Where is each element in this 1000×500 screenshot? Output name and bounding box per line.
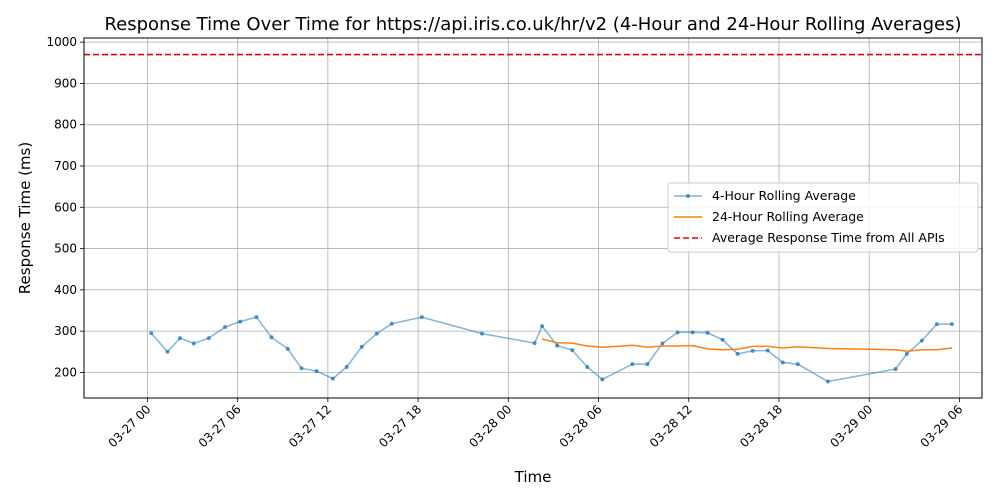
y-tick-label: 800	[54, 118, 77, 132]
x-axis-title: Time	[514, 468, 552, 486]
data-point-4h	[949, 322, 954, 327]
data-point-4h	[191, 341, 196, 346]
series-lines	[149, 315, 954, 384]
x-tick-label: 03-27 12	[286, 402, 334, 450]
data-point-4h	[585, 365, 590, 370]
data-point-4h	[479, 331, 484, 336]
data-point-4h	[269, 335, 274, 340]
x-tick-label: 03-28 00	[466, 402, 514, 450]
data-point-4h	[660, 341, 665, 346]
data-point-4h	[344, 365, 349, 370]
data-point-4h	[934, 322, 939, 327]
x-tick-label: 03-27 06	[196, 402, 244, 450]
legend-label: Average Response Time from All APIs	[712, 230, 945, 245]
data-point-4h	[149, 331, 154, 336]
x-tick-label: 03-28 18	[737, 402, 785, 450]
data-point-4h	[374, 331, 379, 336]
data-point-4h	[299, 366, 304, 371]
data-point-4h	[206, 336, 211, 341]
data-point-4h	[904, 351, 909, 356]
y-tick-label: 1000	[46, 35, 77, 49]
data-point-4h	[893, 367, 898, 372]
data-point-4h	[765, 348, 770, 353]
data-point-4h	[795, 362, 800, 367]
y-tick-label: 600	[54, 200, 77, 214]
x-tick-label: 03-29 00	[827, 402, 875, 450]
chart-title: Response Time Over Time for https://api.…	[104, 14, 961, 35]
x-tick-label: 03-27 18	[376, 402, 424, 450]
y-tick-label: 700	[54, 159, 77, 173]
y-tick-label: 500	[54, 242, 77, 256]
y-tick-label: 900	[54, 76, 77, 90]
data-point-4h	[675, 330, 680, 335]
y-tick-label: 200	[54, 365, 77, 379]
x-tick-label: 03-27 00	[105, 402, 153, 450]
data-point-4h	[359, 344, 364, 349]
legend: 4-Hour Rolling Average 24-Hour Rolling Av…	[667, 182, 979, 253]
data-point-4h	[705, 330, 710, 335]
data-point-4h	[238, 319, 243, 324]
data-point-4h	[630, 362, 635, 367]
data-point-4h	[165, 349, 170, 354]
data-point-4h	[285, 346, 290, 351]
data-point-4h	[555, 343, 560, 348]
data-point-4h	[750, 348, 755, 353]
y-axis-title: Response Time (ms)	[16, 142, 34, 294]
legend-label: 4-Hour Rolling Average	[712, 188, 856, 203]
data-point-4h	[919, 338, 924, 343]
data-point-4h	[690, 330, 695, 335]
legend-marker	[686, 194, 690, 198]
data-point-4h	[330, 376, 335, 381]
plot-frame	[83, 37, 983, 399]
legend-box	[667, 182, 979, 253]
x-tick-label: 03-29 06	[918, 402, 966, 450]
data-point-4h	[314, 369, 319, 374]
data-point-4h	[600, 377, 605, 382]
data-point-4h	[570, 348, 575, 353]
data-point-4h	[780, 360, 785, 365]
data-point-4h	[720, 337, 725, 342]
legend-label: 24-Hour Rolling Average	[712, 209, 864, 224]
series-line-24h	[541, 338, 952, 353]
y-tick-label: 400	[54, 283, 77, 297]
data-point-4h	[540, 324, 545, 329]
y-tick-label: 300	[54, 324, 77, 338]
data-point-4h	[532, 341, 537, 346]
data-point-4h	[177, 336, 182, 341]
data-point-4h	[419, 315, 424, 320]
data-point-4h	[254, 315, 259, 320]
data-point-4h	[735, 351, 740, 356]
data-point-4h	[645, 362, 650, 367]
x-tick-label: 03-28 12	[647, 402, 695, 450]
data-point-4h	[223, 324, 228, 329]
x-tick-label: 03-28 06	[557, 402, 605, 450]
data-point-4h	[825, 379, 830, 384]
data-point-4h	[389, 321, 394, 326]
